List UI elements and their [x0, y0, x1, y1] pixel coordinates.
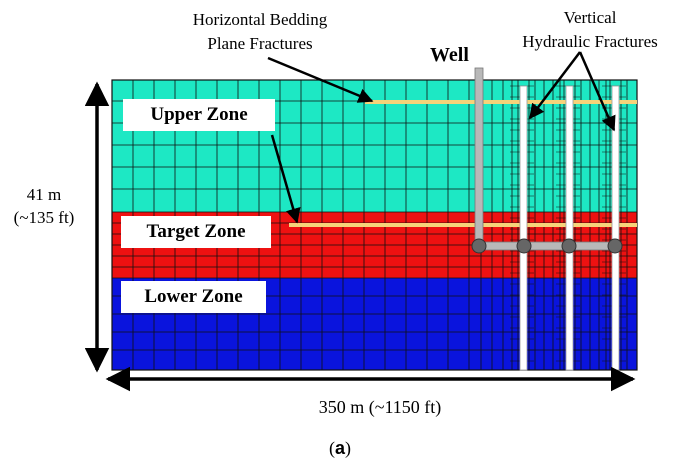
zone-label-upper: Upper Zone [123, 99, 275, 131]
bedding-fractures-label-line2: Plane Fractures [207, 34, 313, 53]
panel-label: (a) [328, 438, 351, 458]
well-node [516, 238, 532, 254]
zone-label-lower: Lower Zone [121, 281, 266, 313]
well-node [471, 238, 487, 254]
vertical-fractures-label-line1: Vertical [563, 8, 617, 27]
zone-label-target: Target Zone [121, 216, 271, 248]
panel-letter: a [334, 438, 345, 458]
callout-arrows [267, 51, 616, 224]
vertical-fractures-label: Vertical Hydraulic Fractures [490, 6, 679, 54]
height-label-line2: (~135 ft) [13, 208, 75, 227]
well-node [607, 238, 623, 254]
height-label-line1: 41 m [26, 185, 62, 204]
bedding-fractures-label-line1: Horizontal Bedding [192, 10, 328, 29]
well-node [561, 238, 577, 254]
well-label: Well [430, 44, 469, 66]
well [471, 67, 623, 254]
bedding-fractures-label: Horizontal Bedding Plane Fractures [150, 8, 370, 56]
vertical-fractures-label-line2: Hydraulic Fractures [522, 32, 658, 51]
width-dimension-label: 350 m (~1150 ft) [318, 397, 442, 417]
height-dimension-label: 41 m (~135 ft) [8, 183, 80, 229]
